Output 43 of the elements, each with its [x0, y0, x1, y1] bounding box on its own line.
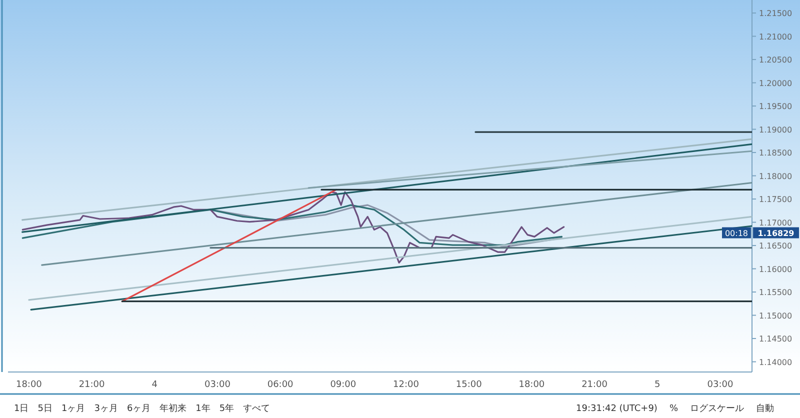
text: 19:31:42 (UTC+9) [576, 404, 658, 414]
x-tick-label: 06:00 [267, 380, 294, 390]
y-tick-label: 1.17500 [759, 195, 792, 204]
x-tick-label: 21:00 [582, 380, 608, 390]
y-tick-label: 1.18500 [759, 148, 792, 158]
y-tick-label: 1.14500 [759, 334, 792, 344]
text: 1日 [14, 404, 29, 414]
y-tick-label: 1.20000 [759, 78, 792, 88]
y-tick-label: 1.16000 [759, 264, 792, 274]
text: 3ヶ月 [94, 404, 118, 414]
text: すべて [243, 404, 270, 414]
x-tick-label: 09:00 [330, 380, 356, 390]
x-tick-label: 18:00 [16, 380, 42, 390]
x-tick-label: 5 [654, 380, 660, 390]
y-tick-label: 1.21000 [759, 32, 792, 42]
text: 6ヶ月 [126, 404, 151, 414]
text: % [669, 404, 678, 414]
y-tick-label: 1.19500 [759, 102, 792, 112]
y-tick-label: 1.19000 [759, 125, 792, 134]
y-tick-label: 1.17000 [759, 218, 792, 228]
y-tick-label: 1.15000 [759, 311, 792, 320]
y-tick-label: 1.20500 [759, 56, 792, 65]
text: 1年 [196, 403, 210, 414]
x-tick-label: 21:00 [78, 380, 106, 390]
x-tick-label: 03:00 [707, 380, 734, 390]
x-tick-label: 12:00 [393, 380, 420, 390]
text: 自動 [756, 403, 774, 414]
x-tick-label: 03:00 [204, 380, 231, 390]
text: 5年 [219, 403, 234, 414]
y-tick-label: 1.18000 [759, 172, 792, 181]
text: 1ヶ月 [61, 404, 86, 414]
y-tick-label: 1.21500 [759, 9, 792, 18]
x-tick-label: 15:00 [456, 380, 482, 390]
y-tick-label: 1.16500 [759, 242, 792, 251]
annotation: 00:18 [724, 228, 748, 238]
text: 5日 [38, 404, 52, 414]
x-tick-label: 18:00 [518, 380, 545, 390]
text: ログスケール [690, 403, 744, 414]
text: 1.16829 [758, 228, 795, 238]
y-tick-label: 1.15500 [759, 288, 792, 298]
y-tick-label: 1.14000 [759, 358, 792, 367]
x-tick-label: 4 [152, 380, 158, 390]
text: 年初来 [160, 403, 187, 414]
